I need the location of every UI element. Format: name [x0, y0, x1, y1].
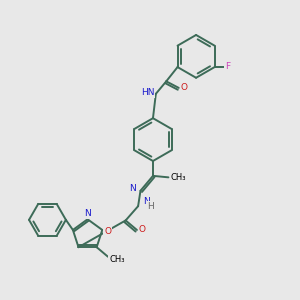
Text: O: O	[139, 226, 145, 235]
Text: H: H	[148, 202, 154, 211]
Text: N: N	[143, 197, 150, 206]
Text: O: O	[180, 83, 187, 92]
Text: CH₃: CH₃	[109, 255, 124, 264]
Text: O: O	[104, 227, 111, 236]
Text: CH₃: CH₃	[170, 173, 186, 182]
Text: HN: HN	[141, 88, 154, 97]
Text: N: N	[84, 209, 91, 218]
Text: N: N	[129, 184, 136, 193]
Text: F: F	[225, 62, 230, 71]
